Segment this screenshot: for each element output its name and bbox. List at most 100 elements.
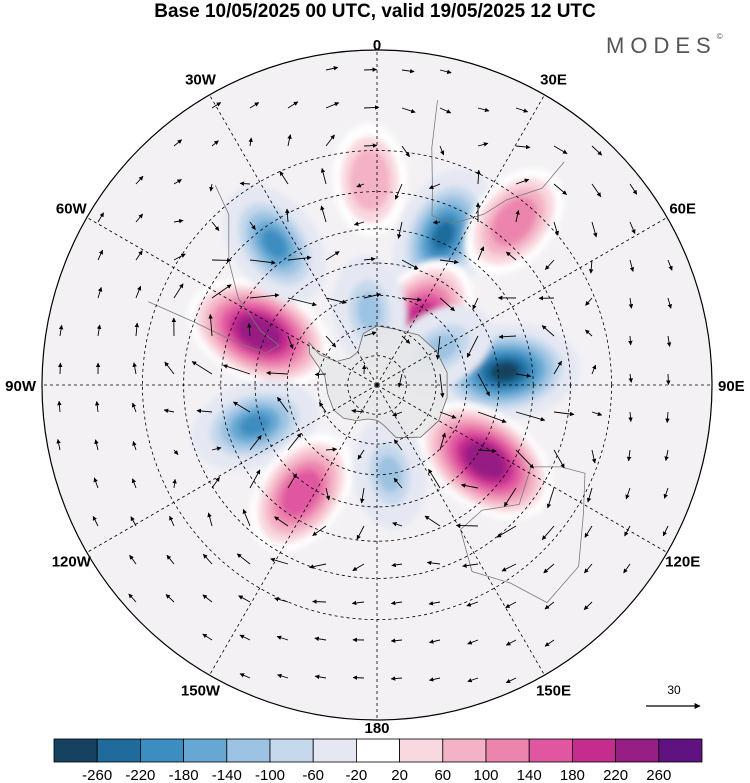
wind-arrow xyxy=(629,259,635,272)
wind-arrow xyxy=(135,175,144,185)
wind-arrow xyxy=(202,633,213,641)
wind-arrow xyxy=(249,435,262,451)
wind-arrow xyxy=(515,209,520,223)
wind-arrow xyxy=(363,67,378,72)
meridian-line xyxy=(376,384,545,676)
longitude-label: 150W xyxy=(181,683,221,700)
wind-arrow xyxy=(515,178,530,185)
wind-arrow xyxy=(249,293,280,299)
colorbar-swatch xyxy=(442,738,487,763)
colorbar-swatch xyxy=(226,738,271,763)
wind-arrow xyxy=(320,205,327,223)
anomaly-center-positive xyxy=(249,434,353,553)
wind-arrow xyxy=(357,449,365,460)
longitude-label: 30W xyxy=(185,71,217,88)
wind-arrow xyxy=(363,331,377,337)
wind-arrow xyxy=(233,401,251,413)
wind-arrow xyxy=(211,140,219,147)
wind-arrow xyxy=(505,677,517,684)
colorbar-swatch xyxy=(485,738,530,763)
wind-arrow xyxy=(663,487,669,499)
wind-arrow xyxy=(477,411,507,423)
colorbar-swatch xyxy=(96,738,141,763)
colorbar-tick-label: 180 xyxy=(560,767,585,783)
wind-arrow xyxy=(163,408,175,414)
anomaly-contour xyxy=(239,413,271,436)
wind-arrow xyxy=(249,221,256,230)
wind-arrow xyxy=(393,477,403,489)
wind-arrow xyxy=(498,334,517,340)
longitude-label: 30E xyxy=(540,71,567,88)
wind-arrow xyxy=(466,335,479,358)
wind-arrow xyxy=(266,370,289,376)
wind-arrow xyxy=(585,329,593,337)
wind-arrow xyxy=(325,134,335,147)
wind-arrow xyxy=(583,601,593,611)
wind-arrow xyxy=(325,66,339,71)
wind-arrow xyxy=(390,676,403,681)
wind-arrow xyxy=(667,297,672,309)
anomaly-center-negative xyxy=(190,379,319,471)
wind-arrow xyxy=(401,297,422,302)
wind-arrow xyxy=(439,411,457,419)
longitude-label: 90E xyxy=(718,378,745,395)
wind-arrow xyxy=(591,183,602,198)
wind-arrow xyxy=(591,449,597,464)
wind-arrow xyxy=(391,562,403,568)
wind-arrow xyxy=(242,508,251,527)
wind-arrow xyxy=(208,314,213,337)
wind-arrow xyxy=(401,68,415,74)
wind-arrow xyxy=(134,322,140,337)
anomaly-contour xyxy=(261,229,288,259)
wind-arrow xyxy=(97,249,104,261)
africa-coast xyxy=(431,100,565,225)
wind-arrow xyxy=(135,285,142,299)
wind-arrow xyxy=(249,102,260,109)
wind-arrow xyxy=(132,362,137,375)
wind-arrow xyxy=(393,439,403,451)
meridian-line xyxy=(376,384,668,553)
wind-arrow xyxy=(584,525,593,538)
wind-arrow xyxy=(439,145,445,156)
wind-arrow xyxy=(353,221,365,226)
wind-arrow xyxy=(360,487,365,504)
wind-arrow xyxy=(131,478,137,489)
modes-logo-text: MODES xyxy=(606,33,717,58)
wind-arrow xyxy=(97,286,103,299)
colorbar-tick-label: -100 xyxy=(255,767,285,783)
wind-arrow xyxy=(97,212,104,223)
wind-arrow xyxy=(624,525,631,537)
wind-arrow xyxy=(191,361,213,375)
wind-arrow xyxy=(135,213,144,223)
wind-arrow xyxy=(515,449,534,469)
colorbar-tick-label: 100 xyxy=(473,767,498,783)
wind-arrow xyxy=(56,438,61,451)
wind-arrow xyxy=(390,638,403,643)
colorbar-swatch xyxy=(139,738,184,763)
wind-arrow xyxy=(476,169,481,185)
longitude-label: 180 xyxy=(364,720,389,737)
map-disc xyxy=(42,50,712,720)
wind-arrow xyxy=(173,253,186,261)
wind-arrow xyxy=(363,105,380,110)
wind-arrow xyxy=(390,600,403,606)
wind-arrow xyxy=(274,516,289,527)
wind-arrow xyxy=(211,476,220,489)
antarctica-coast xyxy=(308,325,448,439)
longitude-label: 150E xyxy=(536,683,571,700)
wind-arrow xyxy=(428,639,441,644)
anomaly-center-positive xyxy=(417,402,553,520)
reference-vector: 30 xyxy=(646,683,701,709)
wind-arrow xyxy=(553,411,575,417)
south-america-coast xyxy=(148,185,280,354)
wind-arrow xyxy=(664,449,669,462)
wind-arrow xyxy=(363,256,376,262)
wind-arrow xyxy=(586,487,593,503)
colorbar-tick-label: 260 xyxy=(646,767,671,783)
colorbar-tick-label: 140 xyxy=(517,767,542,783)
wind-arrow xyxy=(662,525,669,537)
wind-arrow xyxy=(239,634,251,641)
page-title: Base 10/05/2025 00 UTC, valid 19/05/2025… xyxy=(154,1,596,22)
wind-arrow xyxy=(477,246,485,261)
